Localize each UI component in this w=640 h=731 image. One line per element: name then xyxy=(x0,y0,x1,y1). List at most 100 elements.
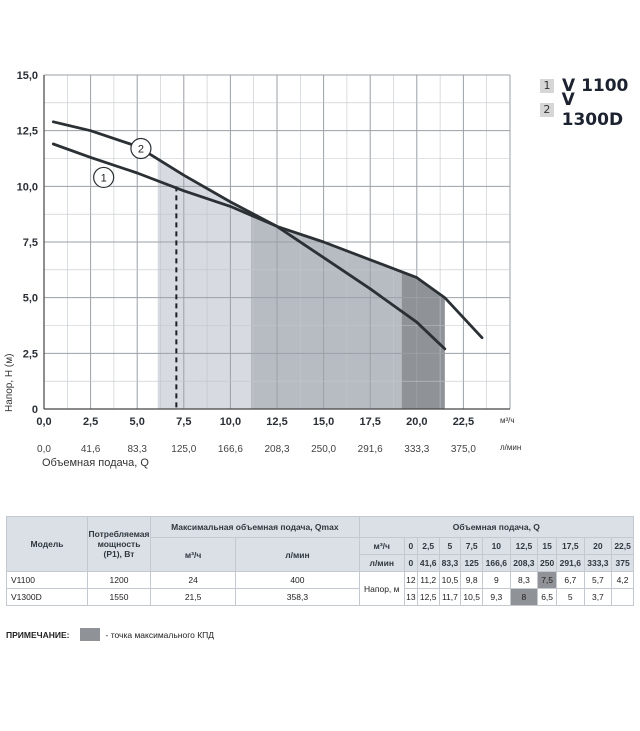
header-power: Потребляемая мощность (Р1), Вт xyxy=(87,516,151,572)
header-flow-unit-m3: м³/ч xyxy=(358,537,405,555)
flow-lmin-cell: 208,3 xyxy=(509,554,539,572)
table-row: V1300D 1550 21,5 358,3 13 12,5 11,7 10,5… xyxy=(6,588,634,606)
note: ПРИМЕЧАНИЕ: - точка максимального КПД xyxy=(6,628,214,641)
y-tick-label: 5,0 xyxy=(23,293,38,305)
x-tick-label: 15,0 xyxy=(313,416,334,428)
x-axis-label: Объемная подача, Q xyxy=(42,457,149,469)
flow-lmin-cell: 166,6 xyxy=(482,554,511,572)
head-cell: 10,5 xyxy=(438,571,462,589)
curve-v-1300d xyxy=(51,120,484,340)
header-qmax-unit-lmin: л/мин xyxy=(235,537,360,572)
head-cell: 4,2 xyxy=(611,571,634,589)
flow-lmin-cell: 0 xyxy=(403,554,418,572)
legend-item-v1300d: 2 V 1300D xyxy=(540,90,640,130)
head-cell: 13 xyxy=(403,588,418,606)
head-cell-max-efficiency: 7,5 xyxy=(537,571,557,589)
head-cell: 12 xyxy=(403,571,418,589)
flow-m3-cell: 22,5 xyxy=(611,537,634,555)
head-cell: 11,7 xyxy=(438,588,462,606)
curve-marker-label: 2 xyxy=(138,143,144,155)
performance-table: Модель Потребляемая мощность (Р1), Вт Ма… xyxy=(6,516,635,606)
x-tick-label: 20,0 xyxy=(406,416,427,428)
qmax-m3-cell: 21,5 xyxy=(149,588,237,606)
flow-lmin-cell: 41,6 xyxy=(416,554,440,572)
flow-lmin-cell: 291,6 xyxy=(556,554,585,572)
head-cell-max-efficiency: 8 xyxy=(509,588,539,606)
y-tick-label: 2,5 xyxy=(23,348,38,360)
flow-m3-cell: 12,5 xyxy=(509,537,539,555)
legend-number: 2 xyxy=(540,103,554,117)
legend-item-v1100: 1 V 1100 xyxy=(540,74,640,98)
legend-label: V 1100 xyxy=(562,76,629,96)
x-tick-label: 22,5 xyxy=(453,416,474,428)
header-model: Модель xyxy=(6,516,88,572)
flow-m3-cell: 0 xyxy=(403,537,418,555)
flow-lmin-cell: 83,3 xyxy=(438,554,462,572)
flow-m3-cell: 20 xyxy=(583,537,613,555)
curve-marker-circle xyxy=(93,166,115,189)
y-tick-label: 12,5 xyxy=(17,126,38,138)
legend-label: V 1300D xyxy=(561,90,624,130)
note-text: - точка максимального КПД xyxy=(105,629,215,640)
x-tick-label-lmin: 291,6 xyxy=(358,444,383,455)
x-tick-label-lmin: 83,3 xyxy=(127,444,147,455)
x-tick-label: 7,5 xyxy=(176,416,191,428)
x-tick-label: 0,0 xyxy=(36,416,51,428)
head-cell: 3,7 xyxy=(583,588,613,606)
pump-curve-chart: 12 0,0 2,5 5,0 7,5 10,0 12,5 15,0 17,5 20,0 22,50… xyxy=(4,70,521,469)
header-qmax-unit-m3: м³/ч xyxy=(149,537,237,572)
flow-m3-cell: 10 xyxy=(482,537,511,555)
flow-lmin-cell: 125 xyxy=(460,554,484,572)
qmax-lmin-cell: 400 xyxy=(235,571,360,589)
x-tick-label-lmin: 125,0 xyxy=(171,444,196,455)
head-cell: 5,7 xyxy=(583,571,613,589)
y-tick-label: 0 xyxy=(32,404,38,416)
head-cell: 11,2 xyxy=(416,571,440,589)
legend: 1 V 1100 2 V 1300D xyxy=(540,74,640,130)
model-cell: V1100 xyxy=(6,571,88,589)
head-cell: 9,8 xyxy=(460,571,484,589)
head-cell: 10,5 xyxy=(460,588,484,606)
power-cell: 1550 xyxy=(87,588,151,606)
model-cell: V1300D xyxy=(6,588,88,606)
x-tick-label-lmin: 166,6 xyxy=(218,444,243,455)
flow-lmin-cell: 375 xyxy=(611,554,634,572)
qmax-m3-cell: 24 xyxy=(149,571,237,589)
tick-labels: 0,0 2,5 5,0 7,5 10,0 12,5 15,0 17,5 20,0 22,50,0 4… xyxy=(17,70,477,455)
x-tick-label-lmin: 375,0 xyxy=(451,444,476,455)
x-tick-label-lmin: 250,0 xyxy=(311,444,336,455)
curve-v-1100 xyxy=(51,142,447,351)
x-unit-top: м³/ч xyxy=(500,416,515,425)
y-axis-label: Напор, Н (м) xyxy=(4,354,15,412)
header-flow: Объемная подача, Q xyxy=(358,516,635,538)
head-label-cell: Напор, м xyxy=(358,571,405,606)
curve-marker-circle xyxy=(130,137,152,160)
flow-m3-cell: 7,5 xyxy=(460,537,484,555)
x-tick-label: 2,5 xyxy=(83,416,98,428)
qmax-lmin-cell: 358,3 xyxy=(235,588,360,606)
efficiency-region xyxy=(401,271,445,409)
power-cell: 1200 xyxy=(87,571,151,589)
head-cell: 9 xyxy=(482,571,511,589)
header-qmax: Максимальная объемная подача, Qmax xyxy=(150,516,360,538)
x-tick-label-lmin: 0,0 xyxy=(37,444,51,455)
head-cell: 6,7 xyxy=(556,571,585,589)
efficiency-regions xyxy=(157,158,445,409)
max-efficiency-swatch xyxy=(79,628,100,641)
x-tick-label-lmin: 208,3 xyxy=(264,444,289,455)
head-cell: 5 xyxy=(556,588,585,606)
y-tick-label: 7,5 xyxy=(23,237,38,249)
chart-axes xyxy=(43,75,510,410)
flow-m3-cell: 15 xyxy=(537,537,557,555)
head-cell: 9,3 xyxy=(482,588,511,606)
x-tick-label-lmin: 333,3 xyxy=(404,444,429,455)
head-cell xyxy=(611,588,634,606)
head-cell: 6,5 xyxy=(537,588,557,606)
table-row: V1100 1200 24 400 Напор, м 12 11,2 10,5 … xyxy=(6,571,634,606)
flow-m3-cell: 2,5 xyxy=(416,537,440,555)
curve-marker-label: 1 xyxy=(101,172,107,184)
x-unit-bottom: л/мин xyxy=(500,443,521,452)
curve-markers: 12 xyxy=(93,137,152,189)
head-cell: 12,5 xyxy=(416,588,440,606)
chart-curves xyxy=(51,120,484,351)
